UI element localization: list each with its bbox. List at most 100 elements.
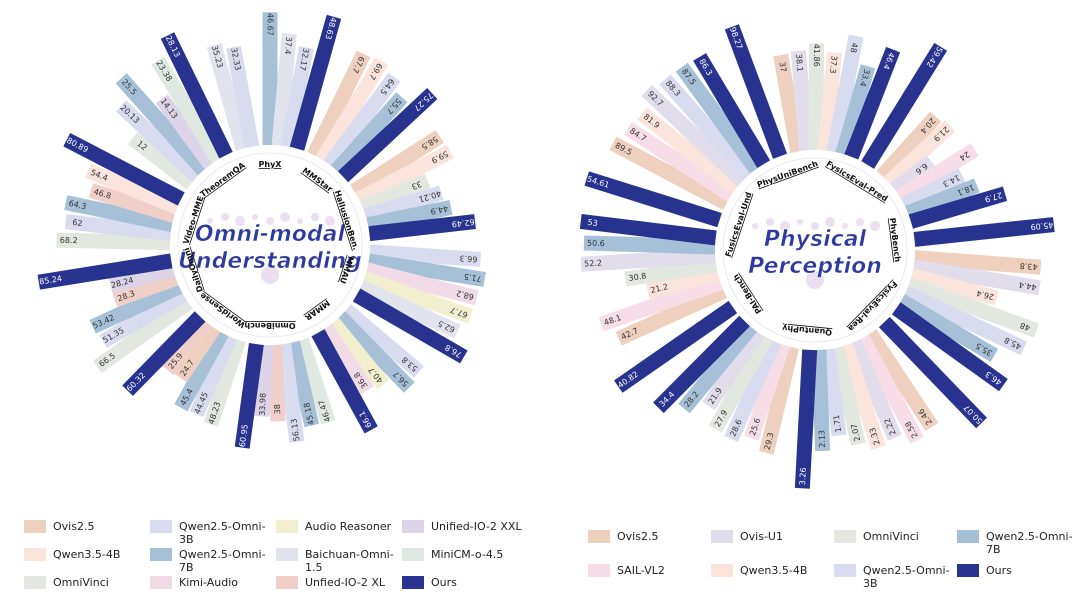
legend-label: Ovis-U1	[740, 530, 783, 543]
bar-rect	[905, 178, 980, 220]
bar: 28.13	[160, 32, 233, 159]
legend-item: Audio Reasoner	[276, 520, 398, 546]
bar: 45.09	[913, 217, 1055, 247]
legend-label: Unfied-IO-2 XL	[305, 576, 386, 589]
data-label: 62.49	[451, 217, 475, 229]
bar: 67.7	[361, 271, 473, 324]
bar-rect	[206, 43, 251, 151]
bar-rect	[641, 84, 748, 187]
legend-item: Qwen2.5-Omni-7B	[957, 530, 1076, 556]
legend-item: Ovis2.5	[588, 530, 707, 556]
legend-swatch	[588, 530, 610, 543]
data-label: 48	[1019, 321, 1032, 333]
bar: 21.9	[883, 120, 956, 188]
bar-rect	[363, 185, 444, 224]
legend-label: Kimi-Audio	[179, 576, 239, 589]
bar-rect	[889, 155, 936, 196]
legend-swatch	[402, 576, 424, 589]
bar-rect	[276, 343, 305, 443]
data-label: 37.3	[828, 55, 839, 74]
deco-dot	[252, 214, 258, 220]
bar: 28.2	[678, 322, 758, 414]
bar: 38.1	[790, 50, 815, 151]
bar-rect	[64, 214, 172, 242]
bar-rect	[702, 328, 765, 411]
bar-rect	[906, 277, 1039, 338]
bar: 59.42	[861, 42, 948, 169]
bar: 86.3	[693, 53, 771, 169]
bar-rect	[226, 45, 260, 149]
legend-swatch	[24, 520, 46, 533]
deco-dot	[297, 218, 303, 224]
bar-rect	[361, 271, 473, 324]
bar: 46.3	[891, 302, 1008, 392]
bar: 32.17	[280, 46, 314, 149]
legend-swatch	[402, 548, 424, 561]
bar-rect	[151, 56, 225, 164]
bar: 45.18	[285, 340, 320, 428]
bar-rect	[64, 195, 174, 232]
center-circle	[177, 152, 363, 338]
bar: 62.5	[357, 280, 461, 339]
legend-swatch	[711, 564, 733, 577]
legend-swatch	[402, 520, 424, 533]
data-label: 56.13	[289, 418, 301, 442]
bar-rect	[902, 285, 1027, 356]
bar-rect	[861, 42, 948, 169]
legend-swatch	[276, 576, 298, 589]
legend-label: Qwen2.5-Omni-3B	[863, 564, 950, 590]
bar-rect	[160, 32, 233, 159]
bar: 2.07	[829, 345, 866, 446]
bar-rect	[368, 214, 476, 242]
bar-rect	[675, 62, 763, 174]
bar: 34.4	[653, 315, 750, 414]
bar: 64.5	[323, 72, 401, 170]
data-label: 37	[777, 61, 788, 73]
bar: 36.8	[319, 323, 374, 395]
legend-label: MiniCM-o-4.5	[431, 548, 504, 561]
bar: 2.22	[847, 339, 902, 441]
data-label: 41.86	[812, 44, 821, 67]
bar-rect	[614, 300, 738, 393]
bar: 53.42	[89, 280, 183, 334]
data-label: 38	[273, 404, 282, 415]
bar-rect	[63, 133, 185, 206]
bar-rect	[93, 296, 193, 373]
bar: 51.35	[99, 288, 188, 348]
legend-label: Unified-IO-2 XXL	[431, 520, 522, 533]
bar-rect	[876, 111, 942, 181]
legend-item: Baichuan-Omni-1.5	[276, 548, 398, 574]
bar-rect	[847, 339, 902, 441]
bar: 44.4	[912, 259, 1041, 296]
bar-rect	[355, 144, 454, 206]
legend-swatch	[588, 564, 610, 577]
bar-rect	[844, 46, 901, 160]
bar: 2.13	[811, 349, 831, 452]
bar: 66.1	[311, 329, 378, 434]
group-label: PhyX	[259, 160, 283, 169]
bar-rect	[85, 163, 181, 215]
bar-rect	[359, 173, 431, 215]
bar-rect	[912, 259, 1041, 296]
deco-dot	[766, 218, 774, 226]
bar: 46.8	[88, 183, 177, 224]
bar: 60.95	[234, 343, 264, 449]
bar: 84.7	[623, 122, 736, 202]
bar: 48.63	[289, 14, 342, 151]
bar: 40.21	[363, 185, 444, 224]
bar-rect	[369, 244, 482, 267]
legend-item: Ovis-U1	[711, 530, 830, 556]
bar: 53.8	[341, 304, 424, 378]
bar: 37.3	[817, 51, 843, 152]
data-label: 52.2	[584, 258, 602, 268]
group-label: OmniBench	[244, 321, 296, 330]
data-label: 38.1	[794, 54, 804, 73]
deco-dot	[311, 213, 319, 221]
data-label: 71.5	[463, 272, 482, 284]
bar: 37.4	[271, 32, 297, 147]
bar: 32.33	[226, 45, 260, 149]
bar-rect	[203, 337, 246, 427]
bar: 35.23	[206, 43, 251, 151]
